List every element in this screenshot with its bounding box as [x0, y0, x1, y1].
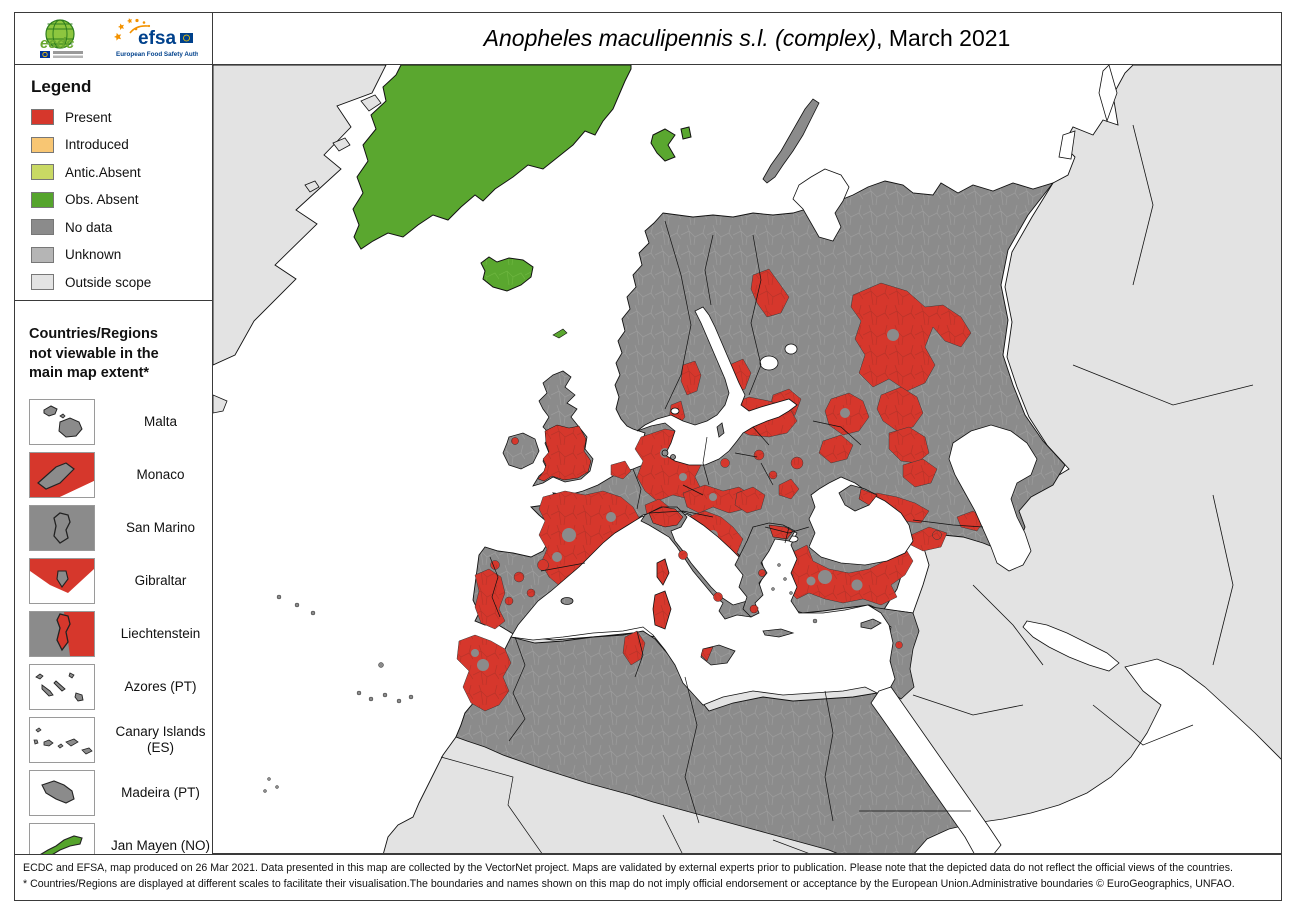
- lake-ladoga: [759, 355, 779, 371]
- red-sea: [870, 686, 1002, 853]
- legend-heading: Legend: [31, 77, 92, 96]
- gibraltar-thumbnail: [29, 557, 95, 604]
- zealand: [661, 449, 669, 457]
- jan-mayen: [552, 328, 568, 339]
- madeira-thumbnail: [29, 769, 95, 816]
- mediterranean-sea: [510, 510, 896, 706]
- obs-absent-regions: [352, 65, 692, 339]
- monaco-thumbnail: [29, 451, 95, 498]
- peloponnese-present: [749, 604, 759, 614]
- efsa-wordmark: efsa: [138, 28, 176, 49]
- legend-item-unknown: Unknown: [31, 246, 212, 263]
- canary-islands-thumbnail: [29, 716, 95, 763]
- svalbard: [650, 128, 676, 162]
- islands: [263, 98, 882, 793]
- inset-heading: Countries/Regions not viewable in the main…: [29, 326, 159, 382]
- unknown-swatch: [31, 246, 54, 263]
- country-borders: [440, 124, 1254, 853]
- greece: [734, 522, 796, 618]
- footer-line-2: * Countries/Regions are displayed at dif…: [23, 878, 1235, 891]
- introduced-swatch: [31, 136, 54, 153]
- ireland-present-dot: [511, 437, 519, 445]
- inset-row-canary-islands: Canary Islands (ES): [29, 716, 212, 764]
- legend-item-obs-absent: Obs. Absent: [31, 191, 212, 208]
- map-title-date: , March 2021: [876, 25, 1011, 51]
- inset-row-gibraltar: Gibraltar: [29, 557, 212, 605]
- lake-vanern: [670, 407, 680, 415]
- ecdc-wordmark: ecdc: [40, 35, 75, 52]
- legend-item-present: Present: [31, 109, 212, 125]
- inset-row-san-marino: San Marino: [29, 504, 212, 552]
- gotland: [716, 422, 725, 438]
- map-panel: [212, 64, 1282, 854]
- seas: [510, 65, 1281, 853]
- greenland: [352, 65, 632, 250]
- england-present: [537, 424, 592, 482]
- footer-line-1: ECDC and EFSA, map produced on 26 Mar 20…: [23, 862, 1233, 874]
- sardinia-present: [652, 590, 672, 630]
- efsa-subtitle: European Food Safety Authority: [116, 51, 198, 58]
- no-data-swatch: [31, 219, 54, 235]
- inset-countries-panel: Countries/Regions not viewable in the main…: [14, 300, 213, 869]
- sicily-present: [700, 646, 714, 662]
- majorca: [560, 597, 574, 605]
- map-title-species: Anopheles maculipennis s.l. (complex): [483, 25, 877, 51]
- ob-gulf: [1098, 65, 1118, 123]
- caspian-sea: [948, 424, 1038, 572]
- inset-row-liechtenstein: Liechtenstein: [29, 610, 212, 658]
- efsa-logo-icon: efsa European Food Safety Authority: [113, 17, 198, 58]
- crete: [762, 628, 795, 638]
- novaya-zemlya: [762, 98, 820, 184]
- outside-scope-north-america: [213, 65, 387, 414]
- azores-thumbnail: [29, 663, 95, 710]
- north-italy-present: [648, 506, 684, 528]
- liechtenstein-thumbnail: [29, 610, 95, 657]
- legend-item-no-data: No data: [31, 219, 212, 235]
- inset-row-azores: Azores (PT): [29, 663, 212, 711]
- macaronesia-islands: [263, 594, 414, 793]
- crimea-present: [858, 488, 878, 506]
- cyprus: [860, 618, 882, 630]
- map-title-panel: Anopheles maculipennis s.l. (complex), M…: [212, 12, 1282, 65]
- white-sea: [792, 168, 850, 242]
- logo-panel: ecdc efsa European Food Safety Authority: [14, 12, 213, 65]
- iceland: [480, 256, 534, 292]
- aegean-islands: [771, 563, 818, 624]
- inset-row-madeira: Madeira (PT): [29, 769, 212, 817]
- legend-item-outside-scope: Outside scope: [31, 274, 212, 290]
- black-sea: [808, 476, 914, 566]
- europe-distribution-map: [213, 65, 1281, 853]
- inset-row-jan-mayen: Jan Mayen (NO): [29, 822, 212, 870]
- lake-onega: [784, 343, 798, 355]
- kara-inlet: [1058, 130, 1076, 160]
- footer-panel: ECDC and EFSA, map produced on 26 Mar 20…: [14, 854, 1282, 901]
- inset-row-monaco: Monaco: [29, 451, 212, 499]
- obs-absent-swatch: [31, 191, 54, 208]
- malta-thumbnail: [29, 398, 95, 445]
- legend-panel: Legend Present Introduced Antic.Absent O…: [14, 64, 213, 301]
- outside-scope-swatch: [31, 274, 54, 290]
- baltic-sea: [636, 306, 798, 466]
- legend-item-antic-absent: Antic.Absent: [31, 164, 212, 180]
- san-marino-thumbnail: [29, 504, 95, 551]
- legend-item-introduced: Introduced: [31, 136, 212, 153]
- present-swatch: [31, 109, 54, 125]
- antic-absent-swatch: [31, 164, 54, 180]
- ecdc-logo-icon: ecdc: [39, 18, 83, 58]
- no-data-levant: [870, 606, 920, 700]
- corsica-present: [656, 558, 670, 586]
- inset-row-malta: Malta: [29, 398, 212, 446]
- persian-gulf: [1022, 620, 1120, 672]
